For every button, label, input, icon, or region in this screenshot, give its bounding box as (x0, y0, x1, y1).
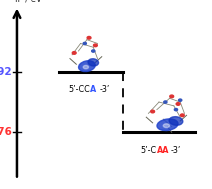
Ellipse shape (180, 114, 184, 117)
Ellipse shape (92, 50, 95, 52)
Ellipse shape (87, 36, 91, 39)
Text: -3’: -3’ (171, 146, 181, 155)
Ellipse shape (79, 61, 95, 72)
Text: AA: AA (157, 146, 169, 155)
Ellipse shape (176, 103, 180, 105)
Text: 5.76: 5.76 (0, 127, 12, 137)
Ellipse shape (157, 119, 178, 131)
Text: A: A (90, 85, 96, 94)
Ellipse shape (151, 110, 155, 113)
Text: 5’-C: 5’-C (141, 146, 157, 155)
Ellipse shape (174, 108, 178, 111)
Ellipse shape (83, 42, 86, 45)
Text: 5.92: 5.92 (0, 67, 12, 77)
Ellipse shape (164, 101, 167, 103)
Ellipse shape (169, 117, 183, 125)
Ellipse shape (83, 65, 89, 69)
Text: IP / eV: IP / eV (15, 0, 42, 4)
Ellipse shape (72, 52, 76, 54)
Ellipse shape (170, 95, 174, 98)
Ellipse shape (163, 124, 170, 128)
Text: -3’: -3’ (99, 85, 110, 94)
Ellipse shape (93, 44, 97, 47)
Text: 5’-CC: 5’-CC (68, 85, 90, 94)
Ellipse shape (88, 59, 99, 66)
Ellipse shape (179, 99, 182, 101)
